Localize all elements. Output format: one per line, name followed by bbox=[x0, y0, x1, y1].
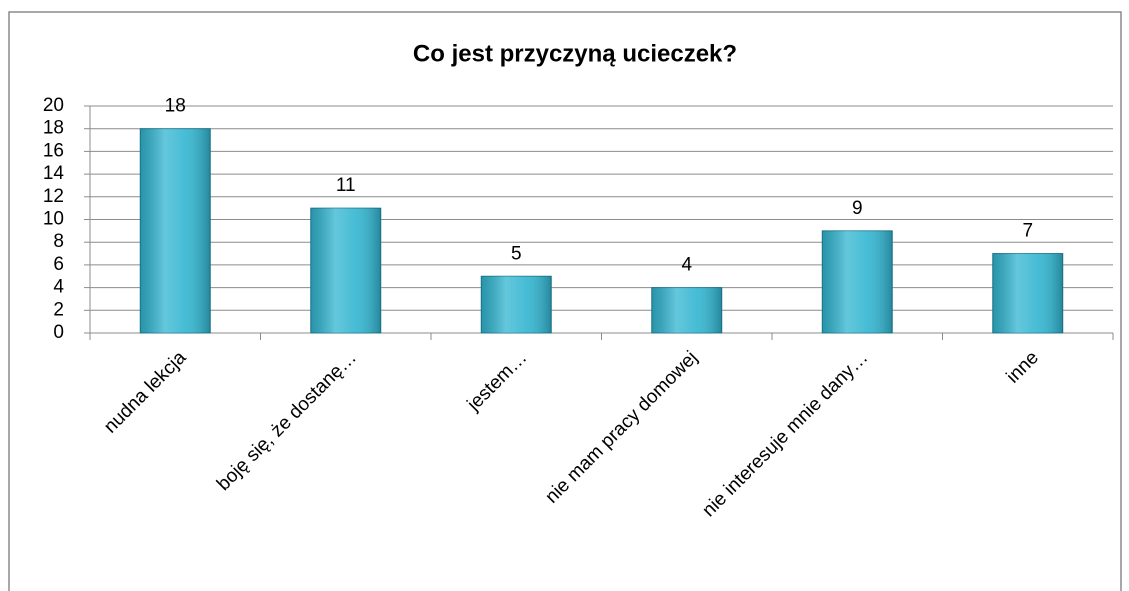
data-label: 11 bbox=[336, 175, 356, 196]
y-tick-label: 8 bbox=[53, 231, 64, 252]
y-tick-label: 4 bbox=[53, 277, 64, 298]
data-label: 4 bbox=[681, 255, 692, 276]
y-tick-label: 0 bbox=[53, 322, 64, 343]
y-tick-label: 10 bbox=[43, 209, 64, 230]
bar-shine bbox=[992, 253, 1063, 333]
bar-shine bbox=[481, 276, 552, 333]
x-tick-label: nie interesuje mnie dany… bbox=[698, 347, 872, 521]
y-tick-label: 2 bbox=[53, 299, 64, 320]
bar-shine bbox=[651, 287, 722, 333]
data-label: 5 bbox=[511, 243, 522, 264]
y-tick-label: 20 bbox=[43, 95, 64, 116]
bar-shine bbox=[140, 128, 211, 333]
y-tick-label: 14 bbox=[43, 163, 65, 184]
data-label: 7 bbox=[1022, 221, 1033, 242]
chart-title: Co jest przyczyną ucieczek? bbox=[413, 40, 737, 67]
y-tick-label: 18 bbox=[43, 118, 64, 139]
x-tick-label: nie mam pracy domowej bbox=[541, 347, 701, 507]
data-label: 9 bbox=[852, 198, 863, 219]
bar-shine bbox=[310, 208, 381, 333]
y-tick-label: 16 bbox=[43, 140, 64, 161]
y-tick-label: 12 bbox=[43, 186, 64, 207]
x-tick-label: nudna lekcja bbox=[100, 347, 191, 438]
x-tick-label: boję się, że dostanę… bbox=[213, 347, 361, 495]
x-tick-label: jestem… bbox=[463, 347, 532, 416]
data-label: 18 bbox=[165, 96, 186, 117]
x-tick-label: inne bbox=[1003, 347, 1043, 387]
bar-shine bbox=[822, 230, 893, 333]
y-tick-label: 6 bbox=[53, 254, 64, 275]
chart-frame bbox=[8, 11, 1122, 591]
